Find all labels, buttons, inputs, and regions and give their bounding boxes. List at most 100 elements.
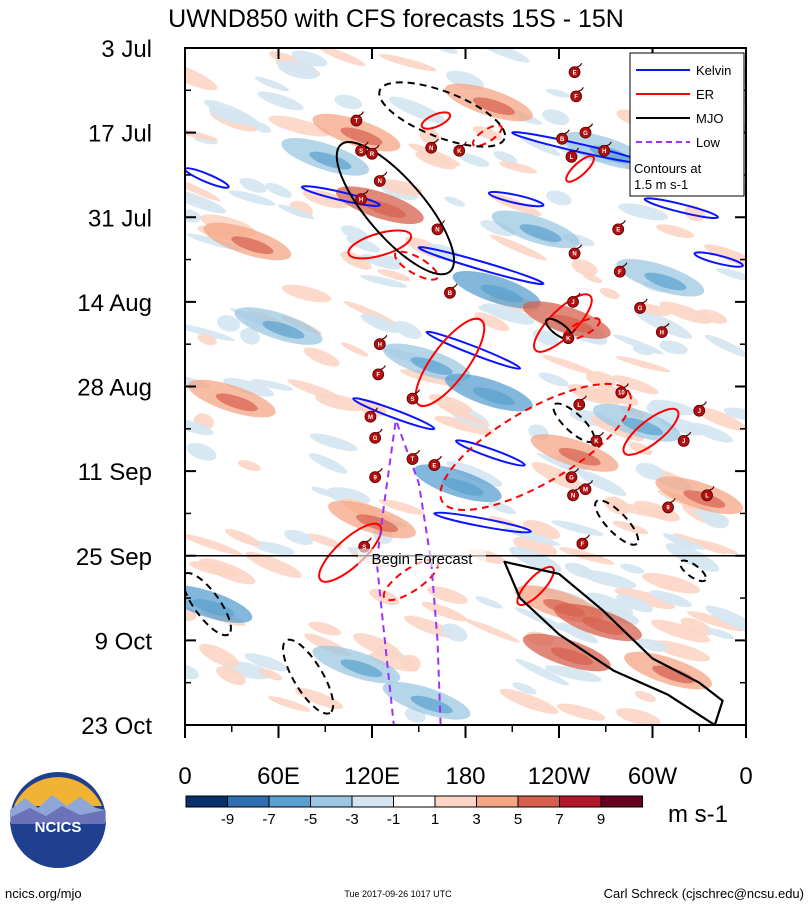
anomaly-texture xyxy=(365,314,392,330)
storm-label: G xyxy=(373,436,378,442)
anomaly-texture xyxy=(334,94,363,110)
anomaly-texture xyxy=(663,534,705,550)
anomaly-texture xyxy=(635,462,665,480)
anomaly-patch-core xyxy=(472,97,515,116)
anomaly-texture xyxy=(704,334,746,358)
storm-marker: K xyxy=(562,328,576,345)
storm-marker: H xyxy=(373,334,388,351)
storm-symbol xyxy=(579,126,592,139)
anomaly-patch-core xyxy=(262,320,305,339)
storm-marker: F xyxy=(372,365,386,381)
storm-label: N xyxy=(429,146,433,152)
anomaly-texture xyxy=(223,377,274,397)
storm-marker: L xyxy=(565,147,580,163)
anomaly-texture xyxy=(308,453,348,474)
storm-label: T xyxy=(355,119,359,125)
colorbar-tick-label: -7 xyxy=(262,811,275,828)
storm-tail xyxy=(623,383,629,389)
anomaly-texture xyxy=(216,666,246,686)
storm-label: M xyxy=(368,415,373,421)
logo-mountains-back xyxy=(11,806,105,824)
storm-label: E xyxy=(616,228,620,234)
anomaly-texture xyxy=(518,135,561,156)
anomaly-texture xyxy=(613,334,664,355)
storm-marker: K xyxy=(590,431,604,447)
storm-symbol xyxy=(444,286,456,299)
colorbar-tick-label: 7 xyxy=(555,811,563,828)
anomaly-patch-core xyxy=(410,695,453,714)
anomaly-patch-core xyxy=(441,478,484,496)
y-tick-label: 17 Jul xyxy=(88,121,152,148)
er-contour xyxy=(562,317,601,341)
mjo-contour xyxy=(594,499,640,546)
storm-marker: 9 xyxy=(662,498,676,514)
anomaly-patch-core xyxy=(340,659,383,678)
storm-marker: N xyxy=(373,171,388,187)
kelvin-contour xyxy=(352,397,436,431)
storm-symbol xyxy=(655,326,668,338)
anomaly-patch-core xyxy=(620,417,664,436)
er-contour xyxy=(565,154,595,183)
anomaly-texture xyxy=(551,520,604,536)
kelvin-contour xyxy=(487,190,545,208)
storm-tail xyxy=(598,431,604,437)
anomaly-texture xyxy=(659,340,688,355)
x-tick-label: 120E xyxy=(344,763,400,790)
anomaly-texture xyxy=(393,320,422,340)
storm-marker: H xyxy=(355,189,369,206)
anomaly-texture xyxy=(294,687,344,710)
anomaly-texture xyxy=(620,563,645,574)
storm-symbol xyxy=(369,471,382,484)
anomaly-texture xyxy=(254,76,289,92)
anomaly-texture xyxy=(444,196,466,207)
colorbar-tick-label: 5 xyxy=(514,811,522,828)
colorbar-box xyxy=(310,795,353,808)
x-tick-label: 60W xyxy=(628,763,678,790)
anomaly-texture xyxy=(379,54,437,72)
storm-symbol xyxy=(350,114,363,127)
storm-symbol xyxy=(615,386,628,399)
anomaly-texture xyxy=(615,356,671,373)
anomaly-texture xyxy=(697,309,728,324)
storm-label: J xyxy=(571,300,574,306)
mjo-contour xyxy=(679,559,707,583)
storm-label: M xyxy=(583,487,588,493)
anomaly-texture xyxy=(228,190,276,206)
storm-symbol xyxy=(425,141,438,154)
colorbar-tick-label: 1 xyxy=(431,811,439,828)
anomaly-texture xyxy=(618,203,669,221)
storm-label: S xyxy=(411,397,415,403)
anomaly-texture xyxy=(441,623,468,642)
anomaly-texture xyxy=(257,91,304,111)
footer-site[interactable]: ncics.org/mjo xyxy=(5,886,82,901)
storm-marker: L xyxy=(573,395,587,411)
storm-symbol xyxy=(634,302,646,314)
storm-tail xyxy=(606,141,612,147)
anomaly-texture xyxy=(650,619,711,643)
anomaly-patch-core xyxy=(558,447,601,466)
storm-tail xyxy=(373,144,380,150)
colorbar-box xyxy=(559,795,602,808)
storm-tail xyxy=(362,189,369,195)
anomaly-texture xyxy=(579,569,637,589)
storm-label: T xyxy=(411,457,415,463)
storm-label: S xyxy=(359,149,363,155)
anomaly-texture xyxy=(421,601,468,622)
anomaly-texture xyxy=(522,520,561,540)
storm-tail xyxy=(461,141,467,147)
anomaly-texture xyxy=(480,220,515,237)
kelvin-contour xyxy=(300,185,381,207)
storm-tail xyxy=(574,292,581,298)
colorbar-box xyxy=(351,795,394,808)
anomaly-texture xyxy=(703,244,746,269)
storm-tail xyxy=(381,171,388,177)
colorbar-tick-label: -9 xyxy=(221,811,234,828)
storm-tail xyxy=(584,534,590,540)
storm-tail xyxy=(587,480,594,485)
storm-tail xyxy=(573,147,580,153)
anomaly-patch-core xyxy=(309,151,352,170)
storm-marker: G xyxy=(634,298,648,314)
storm-label: L xyxy=(705,494,709,500)
storm-marker: 9 xyxy=(369,467,383,484)
anomaly-texture xyxy=(649,590,692,608)
